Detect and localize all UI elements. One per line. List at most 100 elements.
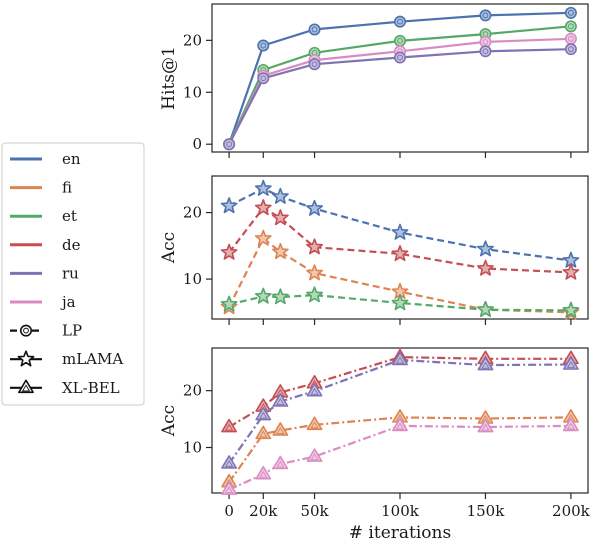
data-point-et — [391, 294, 409, 311]
y-tick-label: 0 — [192, 135, 202, 153]
x-tick-label: 20k — [249, 502, 278, 520]
data-point-ja — [306, 448, 323, 462]
data-point-ru — [272, 393, 289, 407]
legend-entry-XL-BEL: XL-BEL — [10, 379, 120, 397]
data-point-en — [476, 240, 494, 257]
data-point-de — [306, 238, 324, 255]
legend-entry-ru: ru — [10, 264, 79, 282]
data-point-de — [562, 263, 580, 280]
data-point-ja — [255, 465, 272, 480]
data-point-en-inner — [482, 12, 489, 19]
data-point-en — [479, 9, 492, 22]
legend-entry-et: et — [10, 207, 77, 225]
legend-label: ja — [60, 293, 76, 311]
series-ja — [221, 417, 579, 495]
data-point-ja-inner — [566, 422, 576, 430]
data-point-ru — [477, 356, 494, 371]
legend-label: mLAMA — [62, 350, 123, 368]
data-point-ru — [564, 43, 577, 56]
data-point-de — [220, 243, 238, 260]
data-point-ru-inner — [566, 361, 576, 369]
data-point-ru-inner — [395, 356, 405, 364]
data-point-et — [271, 288, 289, 305]
legend-marker — [17, 350, 35, 367]
y-tick-label: 10 — [183, 270, 202, 288]
data-point-en-inner — [568, 9, 574, 16]
data-point-ru-inner — [481, 361, 490, 369]
data-point-en-inner — [260, 42, 267, 49]
data-point-ru — [393, 51, 406, 64]
data-point-et — [220, 295, 238, 312]
data-point-ru — [392, 351, 408, 366]
data-point-ru — [221, 455, 238, 469]
data-point-ja-inner — [395, 422, 405, 430]
data-point-ru-inner — [568, 46, 574, 53]
legend-label: XL-BEL — [62, 379, 120, 397]
data-point-ru — [306, 382, 323, 397]
data-point-ru-inner — [310, 387, 319, 395]
data-point-en — [306, 199, 324, 216]
data-point-de — [271, 209, 289, 226]
data-point-ru-inner — [224, 460, 234, 467]
data-point-de — [254, 199, 272, 216]
legend-entry-LP: LP — [10, 322, 82, 340]
series-de — [220, 199, 580, 280]
legend-box — [1, 142, 145, 406]
data-point-de-inner — [224, 423, 234, 431]
data-point-ja-inner — [481, 423, 490, 431]
data-point-fi-inner — [259, 430, 268, 438]
series-ru — [223, 43, 577, 151]
legend-label: de — [62, 236, 81, 254]
data-point-ru-inner — [482, 48, 489, 55]
series-et — [220, 286, 580, 318]
data-point-et — [306, 286, 324, 303]
series-en — [220, 179, 580, 268]
x-axis-label: # iterations — [349, 523, 451, 542]
data-point-fi — [306, 416, 323, 431]
y-tick-label: 20 — [183, 31, 202, 49]
data-point-et — [393, 34, 406, 47]
legend-label: fi — [62, 179, 72, 197]
series-en — [223, 6, 577, 151]
series-ru — [221, 351, 579, 469]
legend-entry-fi: fi — [10, 179, 72, 197]
series-line-ru — [228, 48, 571, 145]
data-point-et-inner — [397, 37, 403, 44]
x-tick-label: 200k — [552, 502, 591, 520]
series-line-en — [228, 11, 571, 145]
data-point-fi-inner — [276, 427, 285, 435]
data-point-ru-inner — [276, 398, 285, 406]
data-point-ru-inner — [397, 54, 403, 61]
legend-marker-inner — [23, 327, 29, 334]
data-point-et-inner — [568, 23, 574, 30]
legend-marker-inner — [21, 384, 31, 392]
legend-label: LP — [62, 322, 82, 340]
data-point-fi — [254, 229, 272, 246]
series-line-et — [228, 25, 572, 145]
legend-entry-de: de — [10, 236, 81, 254]
y-tick-label: 10 — [183, 83, 202, 101]
data-point-fi — [255, 425, 272, 440]
data-point-fi — [272, 422, 289, 436]
data-point-en-inner — [311, 26, 318, 33]
x-tick-label: 100k — [381, 502, 420, 520]
data-point-fi — [271, 243, 289, 260]
data-point-de — [391, 245, 409, 262]
data-point-ru-inner — [226, 141, 232, 148]
legend-entry-ja: ja — [10, 293, 76, 311]
legend-entry-en: en — [10, 150, 81, 168]
data-point-ru — [255, 406, 272, 421]
data-point-et — [254, 287, 272, 304]
data-point-ru-inner — [311, 61, 318, 68]
y-axis-label: Acc — [159, 405, 179, 437]
y-tick-label: 10 — [183, 439, 202, 457]
legend-marker — [18, 379, 34, 394]
data-point-ja — [564, 32, 577, 45]
data-point-ja — [392, 417, 408, 432]
y-tick-label: 20 — [183, 382, 202, 400]
data-point-ja — [562, 417, 579, 432]
legend-label: en — [62, 150, 81, 168]
data-point-de — [221, 418, 238, 433]
data-point-ja-inner — [276, 460, 285, 468]
